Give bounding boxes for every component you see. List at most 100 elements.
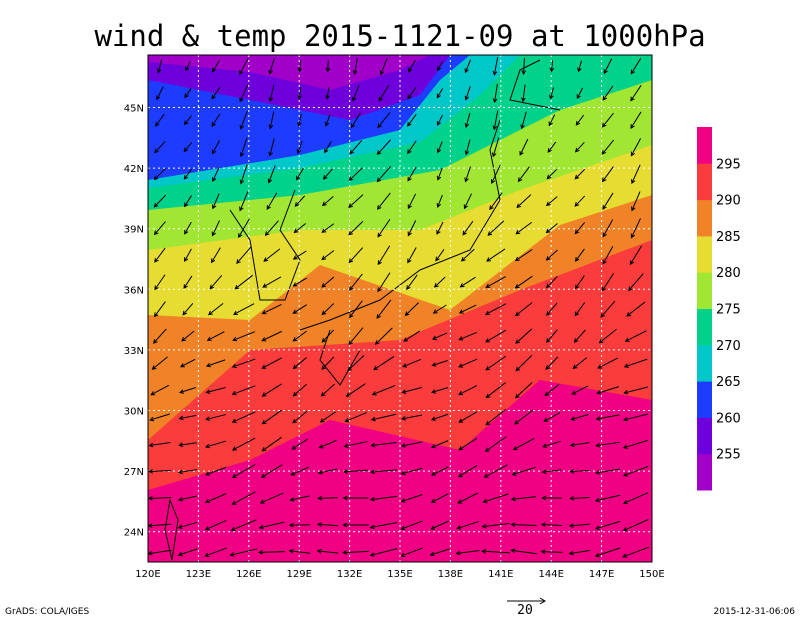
wind-arrow (549, 87, 555, 100)
wind-arrow (432, 304, 447, 314)
wind-arrow (401, 386, 422, 394)
wind-arrow (321, 329, 335, 343)
vector-scale-head (539, 597, 546, 605)
wind-arrow (342, 550, 369, 555)
wind-arrow (292, 250, 307, 260)
wind-arrow (547, 141, 557, 153)
wind-arrow (485, 276, 506, 288)
wind-arrow (512, 437, 535, 451)
wind-arrow (407, 247, 417, 264)
wind-arrow (464, 59, 472, 74)
wind-arrow (292, 383, 307, 397)
wind-arrow (545, 276, 558, 289)
wind-arrow (182, 302, 194, 316)
wind-arrow (407, 86, 417, 100)
plot-frame (147, 54, 653, 563)
wind-arrow (288, 548, 311, 554)
wind-arrow (268, 58, 275, 75)
wind-arrow (236, 246, 252, 264)
wind-arrow (622, 546, 650, 558)
wind-arrow (258, 521, 285, 530)
wind-arrow (321, 303, 335, 316)
lon-tick-label: 135E (387, 569, 412, 580)
wind-arrow (574, 141, 585, 153)
wind-arrow (183, 168, 193, 180)
wind-arrow (492, 83, 498, 104)
colorbar-band (697, 127, 712, 164)
wind-arrow (239, 84, 249, 103)
wind-arrow (515, 328, 533, 344)
wind-arrow (630, 58, 642, 75)
wind-arrow (482, 493, 509, 504)
wind-arrow (369, 548, 398, 557)
wind-arrow (320, 383, 335, 397)
wind-arrow (436, 141, 443, 154)
wind-arrow (288, 522, 311, 528)
colorbar-band (697, 199, 712, 237)
wind-arrow (177, 469, 198, 475)
wind-arrow (183, 142, 193, 153)
wind-arrow (595, 414, 620, 421)
lon-tick-label: 144E (538, 569, 563, 580)
wind-arrow (239, 164, 248, 185)
lon-tick-label: 129E (286, 569, 311, 580)
wind-arrow (318, 439, 337, 449)
wind-arrow (457, 464, 478, 478)
lat-tick-label: 30N (124, 407, 144, 418)
wind-arrow (370, 441, 397, 448)
wind-arrow (297, 60, 303, 73)
wind-arrow (231, 358, 256, 369)
lon-tick-label: 120E (135, 569, 160, 580)
wind-arrow (230, 519, 257, 532)
wind-arrow (464, 86, 471, 101)
colorbar-band (697, 235, 712, 273)
wind-arrow (342, 495, 369, 501)
wind-arrow (516, 194, 532, 209)
wind-arrow (205, 359, 226, 368)
wind-arrow (321, 223, 335, 233)
wind-arrow (622, 439, 649, 449)
colorbar-label: 260 (716, 411, 741, 426)
wind-arrow (436, 114, 443, 126)
wind-arrow (296, 140, 303, 154)
wind-arrow (458, 331, 477, 341)
wind-arrow (598, 328, 617, 344)
wind-arrow (205, 387, 226, 394)
wind-arrow (430, 493, 449, 503)
wind-arrow (149, 413, 170, 422)
wind-arrow (154, 247, 166, 263)
wind-arrow (485, 329, 507, 343)
wind-arrow (292, 330, 307, 342)
wind-arrow (492, 110, 499, 131)
wind-arrow (148, 549, 172, 556)
wind-arrow (292, 357, 307, 370)
wind-arrow (544, 384, 560, 397)
wind-arrow (268, 84, 275, 103)
wind-arrow (348, 327, 364, 346)
wind-arrow (549, 60, 555, 73)
wind-arrow (622, 465, 649, 477)
wind-arrow (464, 139, 471, 156)
wind-arrow (148, 441, 171, 448)
wind-arrow (545, 356, 559, 370)
wind-arrow (622, 519, 649, 532)
wind-arrow (264, 220, 279, 237)
wind-arrow (575, 114, 585, 126)
lat-tick-label: 42N (124, 164, 144, 175)
wind-arrow (400, 467, 423, 476)
wind-arrow (602, 85, 614, 101)
wind-arrow (209, 274, 223, 290)
wind-arrow (177, 521, 198, 530)
wind-arrow (510, 496, 537, 502)
wind-arrow (400, 547, 423, 558)
wind-arrow (148, 495, 172, 501)
wind-arrow (321, 356, 335, 370)
wind-arrow (348, 220, 364, 236)
wind-arrow (148, 469, 171, 474)
wind-arrow (458, 358, 478, 368)
wind-arrow (183, 275, 193, 289)
wind-arrow (261, 357, 282, 369)
wind-arrow (342, 522, 369, 528)
wind-arrow (624, 330, 647, 342)
